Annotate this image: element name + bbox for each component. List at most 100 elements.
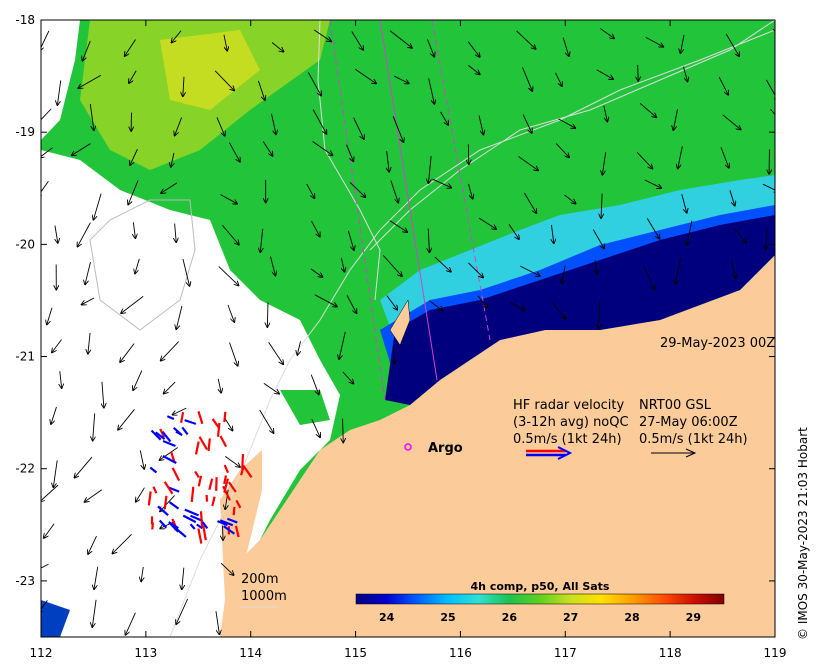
colorbar-tick-label: 27: [563, 611, 578, 624]
current-vector: [522, 67, 532, 91]
current-vector: [718, 76, 728, 95]
current-vector: [468, 64, 479, 74]
coastal-cold-water: [385, 215, 775, 405]
hf-vector: [152, 486, 158, 494]
current-vector: [467, 183, 472, 199]
date-label: 29-May-2023 00Z: [660, 336, 775, 351]
hf-vector: [201, 521, 209, 530]
current-vector: [310, 374, 319, 395]
current-vector: [601, 193, 602, 218]
current-vector: [339, 331, 346, 359]
current-vector: [218, 378, 221, 393]
land-australia: [220, 255, 775, 637]
hf-vector: [194, 441, 200, 455]
current-vector: [220, 562, 234, 575]
hf-vector: [190, 486, 195, 502]
current-vector: [60, 371, 62, 388]
current-vector: [595, 260, 597, 274]
current-vector: [74, 456, 93, 478]
current-vector: [673, 109, 679, 130]
current-vector: [478, 217, 496, 229]
current-vector: [355, 68, 376, 83]
current-vector: [262, 141, 272, 156]
current-vector: [220, 194, 238, 204]
colorbar-ticks: 24 25 26 27 28 29: [379, 611, 701, 624]
hf-vector: [182, 514, 197, 524]
contour-200m: [169, 29, 775, 637]
hf-vector: [161, 431, 172, 443]
current-vector: [176, 305, 183, 329]
nrt-legend-title: NRT00 GSL: [639, 398, 712, 413]
lon-tick-label: 112: [30, 646, 53, 660]
current-vector: [82, 40, 91, 61]
current-vector: [347, 230, 354, 250]
current-vector: [603, 105, 608, 122]
current-vector: [351, 31, 363, 49]
current-vector: [229, 142, 240, 162]
current-vector: [687, 220, 693, 246]
lon-tick-label: 114: [239, 646, 262, 660]
current-vector: [678, 146, 683, 168]
current-vector: [349, 182, 365, 197]
current-vector: [508, 223, 519, 239]
hf-vector: [222, 485, 231, 501]
current-vector: [173, 407, 187, 415]
hf-vector: [174, 527, 187, 538]
nrt-legend-line3: 0.5m/s (1kt 24h): [639, 432, 748, 447]
current-vector: [88, 535, 97, 554]
current-vector: [77, 222, 91, 247]
current-vector: [390, 180, 398, 202]
hf-vector: [202, 525, 207, 541]
current-vector: [434, 256, 451, 272]
current-vector: [125, 612, 136, 635]
current-vector: [522, 114, 532, 133]
current-vector: [314, 294, 337, 307]
current-vector: [225, 489, 229, 509]
sst-patch: [41, 600, 70, 637]
hf-vector: [232, 506, 236, 516]
current-vector: [731, 260, 736, 278]
hf-vector: [197, 528, 203, 544]
hf-vector: [235, 499, 242, 509]
current-vector: [120, 343, 135, 362]
current-vector: [394, 345, 395, 364]
current-vector: [125, 39, 136, 56]
current-vector: [52, 339, 62, 352]
current-vector: [564, 194, 575, 204]
current-vector: [729, 190, 735, 205]
lat-tick-label: -18: [15, 13, 35, 27]
current-vector: [94, 566, 99, 589]
no-data-region-top: [41, 20, 80, 140]
current-vector: [222, 224, 238, 244]
current-vector: [130, 148, 138, 165]
current-vector: [551, 302, 565, 319]
hf-vector: [219, 435, 228, 448]
current-vector: [510, 302, 525, 310]
hf-vector: [184, 419, 197, 425]
hf-vector: [223, 411, 227, 423]
hf-vector: [194, 470, 200, 479]
current-vector: [555, 72, 561, 86]
swath-line: [329, 20, 386, 401]
current-vector: [592, 229, 604, 249]
current-vector: [312, 109, 326, 134]
current-vector: [766, 79, 775, 101]
current-vector: [89, 104, 94, 130]
current-vector: [516, 30, 536, 49]
hf-radar-vectors: [147, 411, 253, 544]
current-vector: [353, 117, 364, 140]
current-vector: [227, 304, 234, 322]
current-vector: [135, 258, 140, 274]
hf-vector: [219, 519, 234, 527]
current-vector: [160, 447, 178, 460]
hf-vector: [184, 508, 199, 517]
current-vector: [271, 42, 283, 52]
current-vector: [176, 598, 189, 624]
current-vector: [41, 484, 59, 501]
hf-legend-arrow: [526, 446, 573, 460]
hf-vector: [211, 496, 216, 507]
current-vector: [722, 114, 741, 130]
swath-line: [431, 20, 491, 341]
current-vector: [297, 341, 300, 355]
current-vector: [215, 611, 219, 634]
